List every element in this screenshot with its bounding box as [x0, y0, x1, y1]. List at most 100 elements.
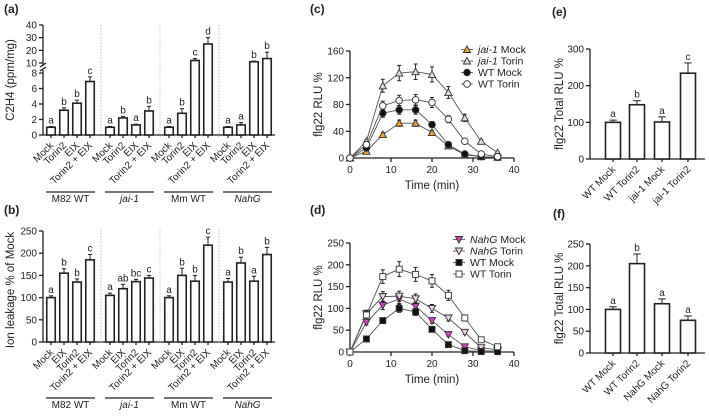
data-point	[444, 140, 453, 149]
axis-break-mark	[39, 62, 47, 68]
legend-genotype: jai-1	[476, 56, 498, 68]
series-wt-mock	[346, 303, 502, 356]
bar	[84, 80, 96, 136]
y-tick-label: 50	[333, 326, 345, 337]
data-point	[494, 343, 502, 351]
group-label-jai-1: jai-1	[118, 400, 139, 411]
data-point	[461, 314, 469, 322]
significance-letter: b	[179, 98, 185, 109]
x-tick-label: 30	[467, 165, 479, 176]
y-tick-label: 0	[338, 348, 344, 359]
legend-genotype: NahG	[470, 246, 497, 258]
series-nahg-torin	[345, 290, 502, 357]
data-point	[427, 304, 437, 313]
significance-letter: a	[251, 265, 257, 276]
significance-letter: a	[659, 106, 665, 117]
data-point	[379, 273, 387, 281]
legend-entry: WT Mock	[478, 67, 523, 79]
data-point	[444, 341, 452, 349]
x-tick-label: 20	[426, 359, 438, 370]
legend-marker	[455, 259, 463, 266]
y-tick-label: 150	[327, 282, 344, 293]
y-axis-label: Ion leakage % of Mock	[5, 232, 17, 349]
data-point	[428, 98, 436, 107]
significance-letter: a	[610, 296, 616, 307]
data-point	[395, 304, 403, 312]
legend-genotype: WT	[470, 269, 487, 281]
bar	[71, 102, 83, 136]
significance-letter: bc	[131, 268, 142, 279]
bar	[261, 57, 273, 136]
significance-letter: c	[206, 226, 211, 237]
significance-letter: a	[166, 115, 172, 126]
bar	[143, 277, 155, 343]
significance-letter: b	[146, 95, 152, 106]
bar	[628, 262, 646, 354]
legend-treatment: Mock	[497, 234, 526, 246]
y-tick-label: 250	[20, 227, 37, 238]
bar	[202, 43, 214, 136]
series-nahg-mock	[345, 293, 502, 357]
significance-letter: a	[166, 285, 172, 296]
y-tick-label: 50	[26, 315, 38, 326]
x-tick-label: 0	[347, 165, 353, 176]
bar	[104, 126, 116, 136]
data-point	[378, 130, 388, 139]
legend-treatment: Torin	[494, 79, 520, 91]
bar	[222, 126, 234, 136]
data-point	[378, 301, 388, 310]
bar	[58, 109, 70, 136]
data-point	[461, 150, 469, 158]
bar	[653, 302, 671, 354]
significance-letter: b	[74, 268, 80, 279]
y-tick-label: 100	[327, 304, 344, 315]
data-point	[444, 291, 452, 299]
y-tick-label: 4	[31, 100, 37, 111]
y-tick-label: 6	[31, 84, 37, 95]
y-tick-label: 80	[333, 100, 345, 111]
data-point	[477, 336, 485, 344]
series-line	[349, 298, 498, 353]
data-point	[461, 137, 469, 146]
y-tick-label: 250	[567, 240, 584, 251]
bar	[176, 274, 188, 343]
data-point	[493, 152, 502, 161]
significance-letter: a	[238, 112, 244, 123]
significance-letter: b	[61, 258, 67, 269]
data-point	[378, 293, 388, 302]
data-point	[444, 87, 453, 96]
significance-letter: b	[120, 105, 126, 116]
series-line	[349, 99, 498, 159]
bar	[235, 124, 247, 136]
significance-letter: a	[659, 288, 665, 299]
panel-label-d: (d)	[310, 203, 325, 217]
group-label-m82-wt: M82 WT	[52, 400, 90, 411]
data-point	[379, 102, 387, 110]
bar	[176, 112, 188, 136]
bar	[45, 126, 57, 136]
x-tick-label: 40	[508, 165, 520, 176]
series-line	[349, 307, 498, 353]
legend-marker	[454, 236, 464, 245]
group-label-mm-wt: Mm WT	[171, 194, 206, 205]
data-point	[395, 96, 403, 105]
data-point	[362, 140, 371, 149]
legend-entry: NahG Torin	[470, 246, 523, 258]
data-point	[412, 270, 420, 278]
significance-letter: b	[264, 236, 270, 247]
legend-entry: jai-1 Mock	[476, 44, 527, 56]
bar	[117, 117, 129, 136]
significance-letter: d	[205, 27, 211, 38]
data-point	[378, 81, 388, 90]
y-tick-label: 20	[26, 46, 38, 57]
data-point	[477, 348, 485, 356]
x-tick-label: 10	[385, 165, 397, 176]
data-point	[476, 344, 486, 353]
legend-genotype: WT	[478, 67, 495, 79]
legend-entry: WT Torin	[470, 269, 512, 281]
group-label-m82-wt: M82 WT	[52, 194, 90, 205]
significance-letter: a	[133, 113, 139, 124]
y-axis-label: flg22 RLU %	[313, 265, 325, 330]
data-point	[346, 348, 354, 356]
y-axis-label: C2H4 (ppm/mg)	[5, 39, 17, 121]
